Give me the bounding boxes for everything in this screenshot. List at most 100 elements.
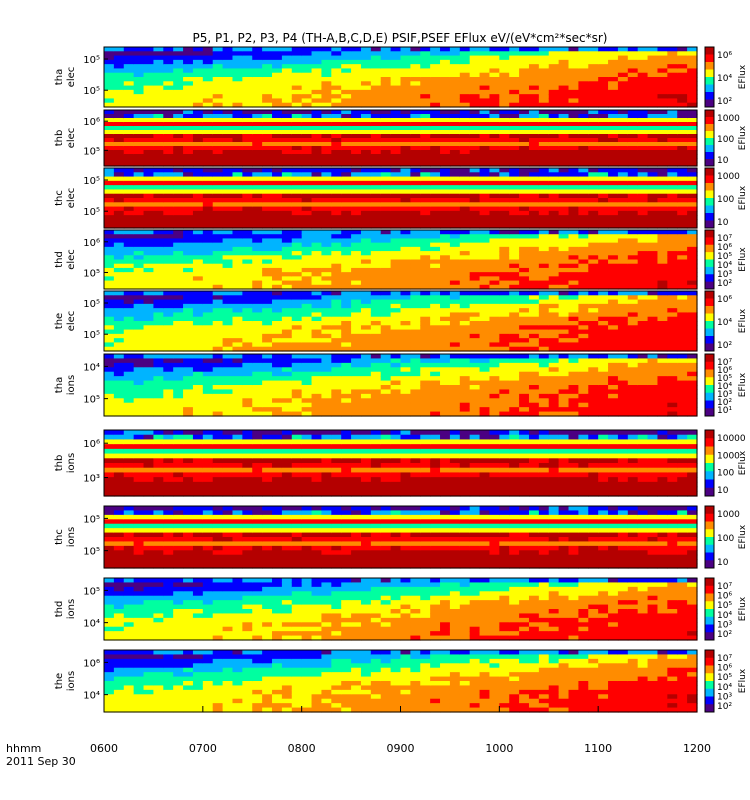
spectrogram-cell	[440, 411, 451, 417]
spectrogram-cell	[123, 376, 135, 382]
spectrogram-cell	[459, 234, 471, 240]
spectrogram-cell	[588, 81, 599, 87]
spectrogram-cell	[489, 180, 500, 186]
spectrogram-cell	[519, 354, 530, 360]
spectrogram-cell	[538, 185, 550, 191]
spectrogram-cell	[479, 223, 491, 229]
spectrogram-cell	[370, 77, 382, 82]
spectrogram-cell	[291, 210, 303, 216]
spectrogram-cell	[400, 98, 411, 104]
spectrogram-cell	[262, 176, 273, 182]
spectrogram-cell	[173, 411, 184, 417]
spectrogram-cell	[153, 202, 164, 208]
spectrogram-cell	[528, 158, 540, 163]
spectrogram-cell	[588, 284, 599, 290]
spectrogram-cell	[410, 126, 421, 131]
spectrogram-cell	[528, 342, 540, 348]
spectrogram-cell	[222, 398, 234, 404]
spectrogram-cell	[143, 333, 155, 339]
spectrogram-cell	[440, 198, 451, 203]
spectrogram-cell	[351, 176, 362, 182]
spectrogram-cell	[370, 162, 382, 167]
spectrogram-cell	[202, 223, 214, 229]
spectrogram-cell	[489, 342, 500, 348]
spectrogram-cell	[113, 215, 125, 221]
spectrogram-cell	[143, 215, 155, 221]
spectrogram-cell	[410, 321, 421, 326]
spectrogram-cell	[440, 389, 451, 395]
spectrogram-cell	[212, 380, 224, 386]
spectrogram-cell	[617, 215, 629, 221]
spectrogram-cell	[321, 168, 332, 173]
spectrogram-cell	[528, 206, 540, 212]
spectrogram-cell	[281, 325, 293, 331]
spectrogram-cell	[509, 346, 520, 352]
spectrogram-cell	[192, 263, 204, 269]
spectrogram-cell	[548, 168, 560, 173]
spectrogram-cell	[202, 234, 214, 240]
spectrogram-cell	[430, 162, 441, 167]
spectrogram-cell	[104, 321, 115, 326]
spectrogram-cell	[183, 358, 194, 364]
spectrogram-cell	[469, 393, 481, 399]
spectrogram-cell	[588, 198, 599, 203]
spectrogram-cell	[163, 284, 174, 290]
spectrogram-cell	[440, 223, 451, 229]
spectrogram-cell	[538, 85, 550, 91]
spectrogram-cell	[123, 77, 135, 82]
spectrogram-cell	[519, 308, 530, 314]
spectrogram-cell	[647, 238, 659, 244]
spectrogram-cell	[301, 122, 313, 127]
spectrogram-cell	[390, 276, 402, 282]
spectrogram-cell	[519, 142, 530, 147]
spectrogram-cell	[568, 130, 579, 135]
spectrogram-cell	[410, 102, 421, 108]
spectrogram-cell	[400, 118, 411, 123]
spectrogram-cell	[627, 276, 639, 282]
spectrogram-cell	[163, 68, 174, 74]
spectrogram-cell	[360, 85, 372, 91]
spectrogram-cell	[113, 376, 125, 382]
spectrogram-cell	[637, 255, 649, 261]
spectrogram-cell	[104, 185, 115, 191]
spectrogram-cell	[183, 255, 194, 261]
spectrogram-cell	[321, 51, 332, 57]
spectrogram-cell	[617, 259, 629, 265]
spectrogram-cell	[509, 267, 520, 273]
spectrogram-cell	[598, 333, 609, 339]
spectrogram-cell	[212, 146, 224, 151]
spectrogram-cell	[410, 215, 421, 221]
spectrogram-cell	[509, 206, 520, 212]
spectrogram-cell	[637, 329, 649, 335]
spectrogram-cell	[410, 329, 421, 335]
spectrogram-cell	[163, 180, 174, 186]
spectrogram-cell	[479, 367, 491, 373]
spectrogram-cell	[617, 77, 629, 82]
spectrogram-cell	[687, 284, 698, 290]
spectrogram-cell	[252, 234, 263, 240]
spectrogram-cell	[291, 376, 303, 382]
spectrogram-cell	[123, 189, 135, 195]
spectrogram-cell	[410, 354, 421, 360]
spectrogram-cell	[608, 126, 619, 131]
spectrogram-cell	[390, 98, 402, 104]
spectrogram-cell	[133, 371, 145, 377]
spectrogram-cell	[410, 385, 421, 391]
spectrogram-cell	[173, 98, 184, 104]
spectrogram-cell	[440, 118, 451, 123]
spectrogram-cell	[291, 206, 303, 212]
colorbar-label: EFlux	[738, 125, 748, 150]
spectrogram-cell	[351, 72, 362, 78]
spectrogram-cell	[153, 51, 164, 57]
spectrogram-cell	[133, 276, 145, 282]
spectrogram-cell	[321, 259, 332, 265]
spectrogram-cell	[262, 272, 273, 277]
spectrogram-cell	[341, 176, 352, 182]
spectrogram-cell	[420, 267, 431, 273]
spectrogram-cell	[578, 210, 589, 216]
spectrogram-cell	[153, 134, 164, 139]
spectrogram-cell	[677, 47, 688, 52]
spectrogram-cell	[252, 215, 263, 221]
spectrogram-cell	[331, 312, 342, 318]
spectrogram-cell	[420, 154, 431, 159]
